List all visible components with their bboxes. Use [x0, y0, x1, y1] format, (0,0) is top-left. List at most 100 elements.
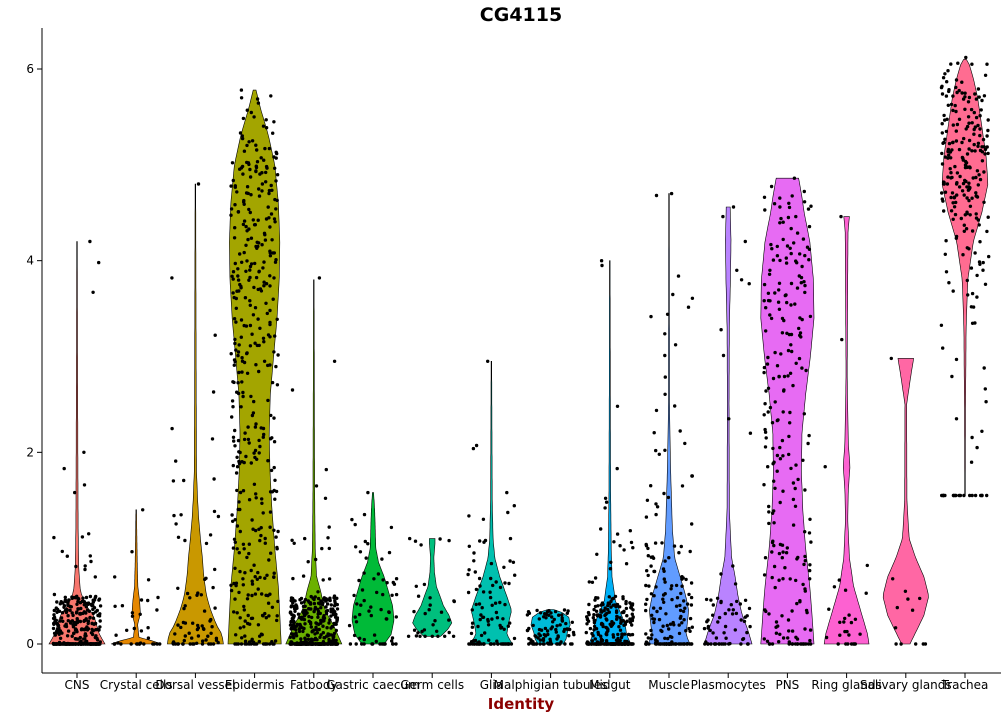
data-point [266, 333, 271, 337]
data-point [782, 389, 786, 393]
data-point [781, 237, 785, 242]
data-point [803, 559, 807, 563]
data-point [237, 343, 241, 347]
data-point [743, 615, 747, 619]
data-point [252, 115, 256, 119]
data-point [248, 167, 252, 172]
data-point [977, 173, 981, 177]
data-point [787, 205, 792, 210]
data-point [773, 350, 777, 355]
data-point [371, 642, 375, 646]
data-point [196, 182, 201, 186]
y-tick-label: 2 [26, 445, 34, 459]
data-point [763, 427, 767, 432]
data-point [509, 642, 514, 646]
data-point [962, 223, 966, 227]
data-point [552, 617, 556, 622]
data-point [709, 598, 713, 602]
data-point [762, 195, 767, 199]
data-point [196, 634, 201, 638]
data-point [240, 260, 244, 264]
data-point [210, 625, 214, 629]
data-point [233, 203, 237, 207]
data-point [75, 617, 79, 621]
data-point [532, 642, 536, 646]
data-point [790, 194, 794, 198]
data-point [63, 599, 67, 603]
data-point [782, 374, 787, 379]
data-point [766, 465, 770, 469]
data-point [794, 361, 798, 365]
data-point [182, 606, 186, 611]
data-point [978, 114, 982, 118]
data-point [347, 623, 352, 628]
violin-epidermis [227, 89, 282, 645]
data-point [236, 350, 241, 354]
data-point [267, 558, 271, 562]
data-point [360, 588, 365, 592]
data-point [980, 159, 985, 163]
data-point [603, 642, 608, 646]
data-point [423, 634, 427, 638]
data-point [254, 164, 258, 168]
data-point [587, 602, 591, 607]
data-point [209, 631, 213, 635]
data-point [970, 196, 974, 200]
data-point [645, 569, 649, 573]
data-point [781, 489, 785, 493]
data-point [979, 108, 983, 112]
data-point [91, 290, 95, 294]
data-point [788, 246, 792, 250]
data-point [550, 615, 554, 619]
data-point [300, 642, 304, 646]
data-point [206, 634, 210, 638]
data-point [790, 349, 794, 354]
data-point [777, 307, 782, 311]
data-point [394, 615, 398, 619]
data-point [418, 634, 422, 638]
data-point [803, 554, 807, 559]
data-point [742, 619, 747, 624]
data-point [323, 636, 327, 640]
data-point [512, 636, 517, 641]
data-point [230, 399, 235, 403]
data-point [941, 199, 945, 203]
data-point [292, 619, 296, 624]
data-point [527, 642, 531, 646]
data-point [960, 91, 964, 95]
data-point [309, 637, 314, 641]
data-point [615, 642, 619, 646]
data-point [776, 418, 780, 422]
data-point [260, 497, 264, 501]
data-point [60, 611, 65, 615]
data-point [655, 609, 659, 614]
data-point [651, 617, 655, 621]
data-point [667, 642, 672, 646]
data-point [55, 600, 59, 604]
data-point [173, 632, 177, 636]
data-point [88, 239, 92, 244]
data-point [472, 551, 476, 555]
data-point [390, 593, 394, 597]
data-point [801, 458, 805, 462]
data-point [88, 616, 92, 620]
x-tick-label: Salivary glands [860, 678, 952, 692]
data-point [254, 496, 258, 500]
data-point [646, 636, 650, 640]
data-point [767, 521, 771, 526]
data-point [663, 580, 667, 584]
data-point [494, 580, 498, 584]
data-point [369, 605, 373, 609]
data-point [675, 596, 680, 600]
data-point [781, 550, 785, 554]
data-point [233, 360, 237, 364]
data-point [624, 606, 629, 611]
data-point [944, 94, 949, 98]
data-point [502, 627, 506, 631]
data-point [96, 613, 100, 618]
data-point [723, 624, 728, 629]
data-point [63, 595, 67, 599]
data-point [83, 564, 87, 568]
data-point [769, 316, 774, 321]
data-point [775, 364, 780, 368]
